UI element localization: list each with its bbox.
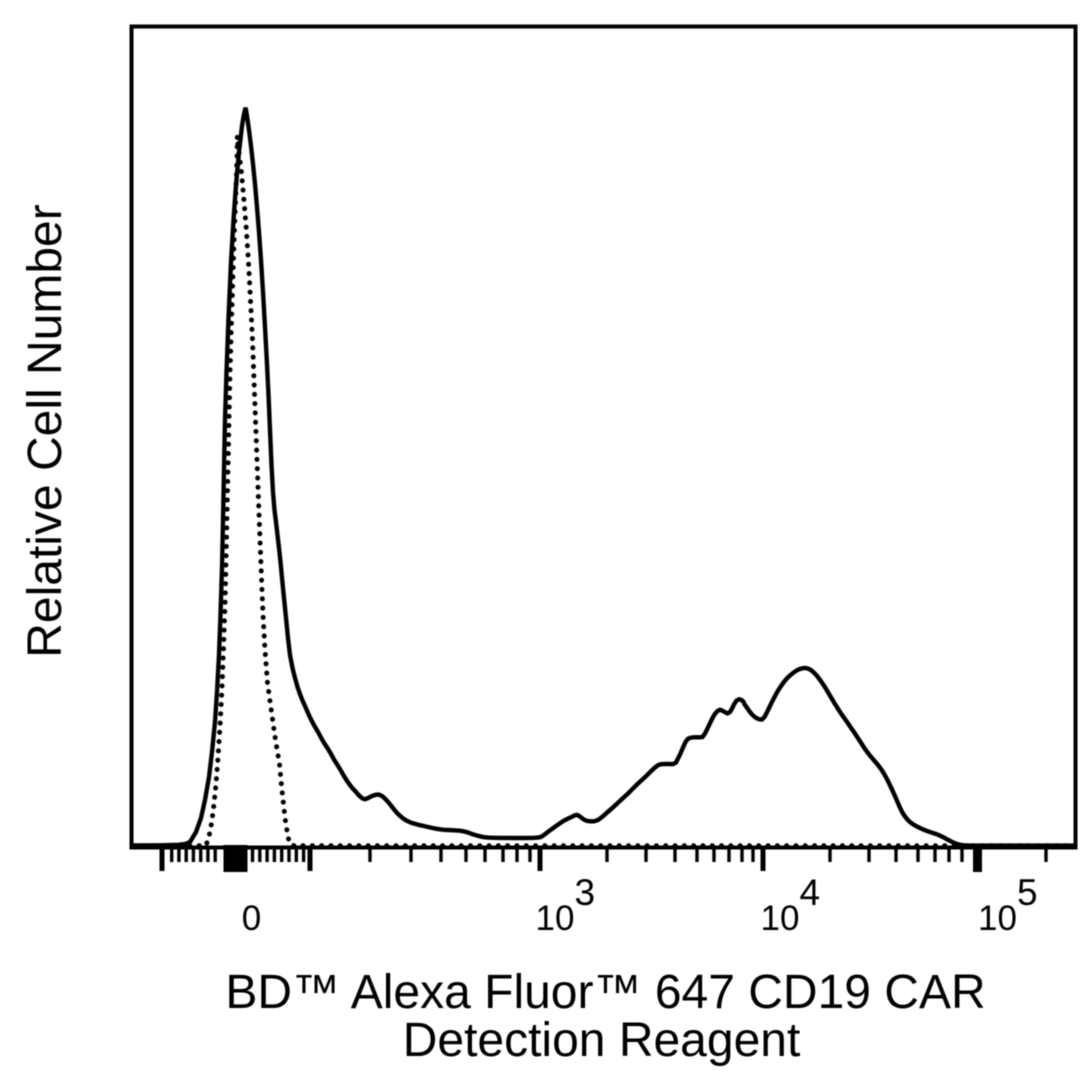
svg-text:Detection Reagent: Detection Reagent — [403, 1014, 801, 1067]
svg-text:BD™ Alexa Fluor™ 647 CD19 CAR: BD™ Alexa Fluor™ 647 CD19 CAR — [225, 966, 985, 1019]
svg-text:Relative Cell Number: Relative Cell Number — [19, 204, 72, 658]
svg-text:0: 0 — [242, 899, 261, 938]
